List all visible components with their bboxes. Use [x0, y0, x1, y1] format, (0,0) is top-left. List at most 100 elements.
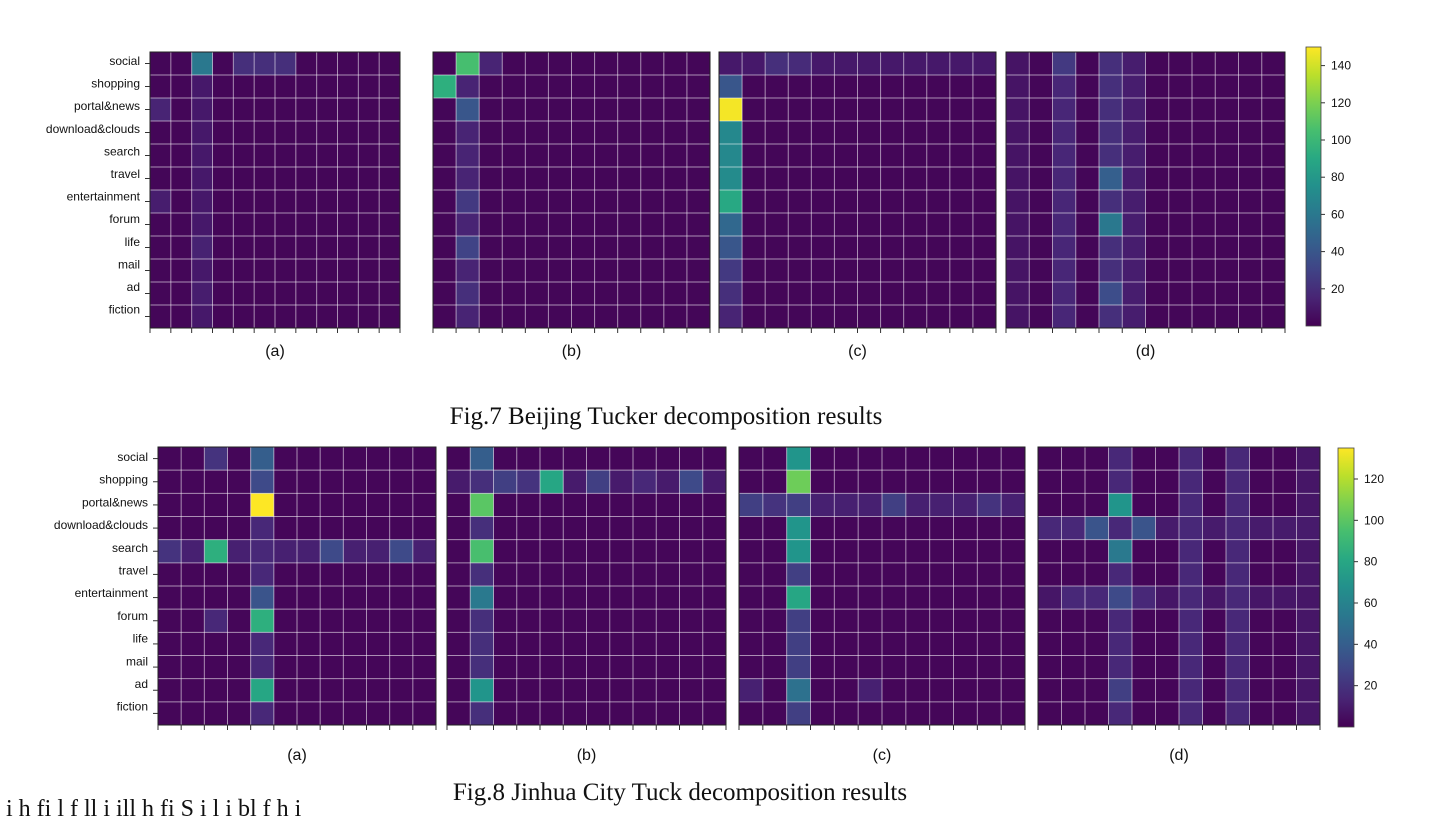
heatmap-cell	[337, 121, 359, 145]
heatmap-cell	[316, 98, 338, 122]
heatmap-cell	[316, 236, 338, 260]
heatmap-cell	[742, 75, 766, 99]
heatmap-cell	[1038, 609, 1062, 633]
heatmap-cell	[1145, 190, 1170, 214]
heatmap-cell	[389, 678, 414, 703]
heatmap-cell	[762, 562, 788, 587]
heatmap-cell	[834, 167, 858, 191]
heatmap-cell	[882, 470, 907, 494]
heatmap-cell	[358, 167, 380, 191]
heatmap-cell	[1215, 52, 1239, 76]
heatmap-cell	[953, 609, 978, 633]
heatmap-cell	[857, 121, 881, 145]
heatmap-cell	[1202, 562, 1227, 587]
colorbar-tick-label: 80	[1364, 555, 1378, 569]
heatmap-cell	[275, 121, 297, 145]
heatmap-cell	[316, 167, 338, 191]
heatmap-cell	[609, 447, 634, 471]
heatmap-cell	[571, 190, 595, 214]
heatmap-cell	[1192, 259, 1216, 283]
heatmap-cell	[254, 213, 276, 237]
heatmap-cell	[366, 655, 391, 680]
heatmap-cell	[719, 144, 743, 168]
heatmap-cell	[273, 701, 298, 726]
heatmap-cell	[834, 236, 858, 260]
heatmap-cell	[762, 447, 788, 471]
heatmap-cell	[1108, 539, 1133, 564]
heatmap-cell	[1226, 678, 1250, 703]
heatmap-cell	[702, 447, 727, 471]
heatmap-cell	[563, 678, 587, 703]
heatmap-cell	[1099, 121, 1123, 145]
heatmap-cell	[679, 493, 704, 517]
heatmap-cell	[739, 586, 764, 610]
heatmap-cell	[379, 190, 401, 214]
heatmap-cell	[1029, 121, 1053, 145]
heatmap-cell	[811, 236, 835, 260]
colorbar-tick-label: 140	[1331, 59, 1351, 73]
heatmap-cell	[1273, 516, 1297, 541]
heatmap-cell	[502, 236, 526, 260]
heatmap-cell	[1052, 121, 1077, 145]
heatmap-cell	[273, 562, 298, 587]
heatmap-panel: (b)	[432, 51, 711, 360]
heatmap-cell	[903, 236, 928, 260]
heatmap-cell	[905, 562, 931, 587]
heatmap-cell	[1261, 282, 1286, 306]
heatmap-cell	[358, 75, 380, 99]
heatmap-cell	[929, 447, 954, 471]
heatmap-cell	[1296, 516, 1321, 541]
heatmap-cell	[949, 167, 974, 191]
heatmap-cell	[949, 305, 974, 329]
row-label-6: entertainment	[75, 586, 149, 600]
heatmap-cell	[1075, 98, 1100, 122]
heatmap-cell	[1168, 75, 1193, 99]
heatmap-cell	[762, 632, 788, 656]
heatmap-cell	[1029, 52, 1053, 76]
heatmap-cell	[656, 678, 680, 703]
colorbar-tick-label: 60	[1331, 207, 1345, 221]
heatmap-cell	[337, 236, 359, 260]
heatmap-cell	[1249, 562, 1274, 587]
heatmap-cell	[150, 167, 172, 191]
heatmap-cell	[254, 259, 276, 283]
heatmap-cell	[1075, 75, 1100, 99]
heatmap-cell	[929, 562, 954, 587]
heatmap-cell	[1238, 121, 1263, 145]
heatmap-cell	[548, 305, 572, 329]
heatmap-cell	[617, 75, 642, 99]
heatmap-cell	[1099, 259, 1123, 283]
heatmap-cell	[1038, 632, 1062, 656]
heatmap-cell	[663, 190, 688, 214]
heatmap-cell	[719, 75, 743, 99]
heatmap-cell	[686, 236, 711, 260]
figure-7: social shopping portal&news download&clouds…	[46, 46, 1351, 360]
heatmap-cell	[765, 121, 789, 145]
heatmap-cell	[1061, 447, 1086, 471]
heatmap-cell	[1273, 609, 1297, 633]
heatmap-cell	[433, 167, 457, 191]
heatmap-cell	[358, 236, 380, 260]
heatmap-cell	[254, 98, 276, 122]
heatmap-cell	[320, 586, 344, 610]
heatmap-cell	[479, 144, 503, 168]
heatmap-cell	[739, 447, 764, 471]
heatmap-cell	[1296, 562, 1321, 587]
heatmap-cell	[563, 609, 587, 633]
heatmap-cell	[858, 562, 883, 587]
heatmap-cell	[254, 305, 276, 329]
heatmap-cell	[788, 75, 812, 99]
heatmap-cell	[609, 678, 634, 703]
heatmap-cell	[765, 305, 789, 329]
heatmap-cell	[433, 305, 457, 329]
heatmap-cell	[953, 586, 978, 610]
heatmap-cell	[905, 632, 931, 656]
heatmap-cell	[1061, 678, 1086, 703]
heatmap-cell	[295, 259, 318, 283]
heatmap-cell	[250, 562, 275, 587]
heatmap-cell	[540, 562, 564, 587]
heatmap-cell	[788, 144, 812, 168]
heatmap-cell	[1001, 632, 1026, 656]
heatmap-cell	[516, 562, 541, 587]
heatmap-cell	[181, 701, 205, 726]
